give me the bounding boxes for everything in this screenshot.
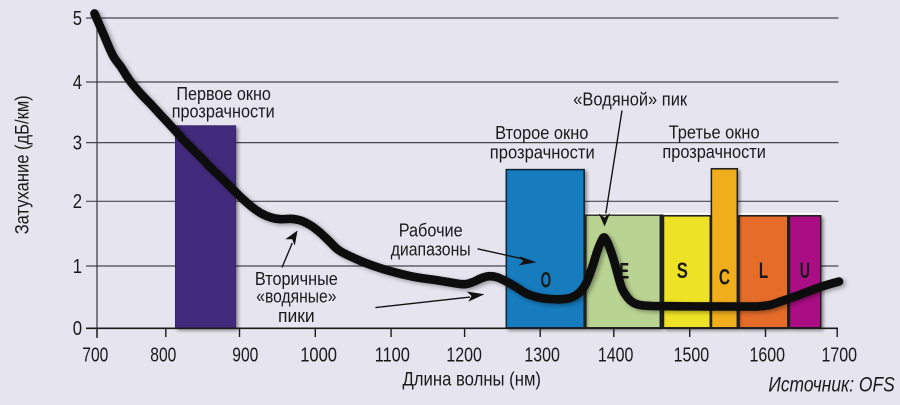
svg-text:диапазоны: диапазоны <box>391 239 471 259</box>
svg-text:Второе окно: Второе окно <box>495 123 588 143</box>
svg-text:0: 0 <box>73 318 82 340</box>
svg-text:U: U <box>800 258 810 283</box>
svg-text:Длина волны (нм): Длина волны (нм) <box>403 369 542 390</box>
svg-text:900: 900 <box>232 345 258 367</box>
svg-text:1500: 1500 <box>674 345 710 367</box>
svg-text:5: 5 <box>73 8 82 30</box>
svg-text:700: 700 <box>82 345 108 367</box>
svg-text:3: 3 <box>73 133 82 155</box>
svg-text:L: L <box>759 258 768 283</box>
svg-text:Рабочие: Рабочие <box>399 221 463 241</box>
svg-text:Вторичные: Вторичные <box>255 269 338 289</box>
svg-text:1700: 1700 <box>822 345 858 367</box>
svg-text:1200: 1200 <box>446 345 482 367</box>
svg-text:прозрачности: прозрачности <box>490 142 595 162</box>
svg-text:Затухание (дБ/км): Затухание (дБ/км) <box>13 95 34 234</box>
svg-text:4: 4 <box>73 72 82 94</box>
svg-text:Источник: OFS: Источник: OFS <box>768 373 894 396</box>
svg-text:«Водяной» пик: «Водяной» пик <box>573 89 687 109</box>
svg-text:1000: 1000 <box>300 345 337 367</box>
svg-text:2: 2 <box>73 191 82 213</box>
svg-text:«водяные»: «водяные» <box>256 287 336 307</box>
svg-text:S: S <box>677 258 688 283</box>
svg-text:1100: 1100 <box>375 345 410 367</box>
svg-text:O: O <box>541 267 552 292</box>
svg-text:прозрачности: прозрачности <box>172 102 275 122</box>
svg-text:1: 1 <box>73 256 82 278</box>
svg-text:1300: 1300 <box>524 345 560 367</box>
svg-text:пики: пики <box>278 306 315 326</box>
svg-text:1600: 1600 <box>750 345 786 367</box>
svg-text:Первое окно: Первое окно <box>176 84 271 104</box>
svg-text:Третье окно: Третье окно <box>669 123 760 143</box>
svg-text:C: C <box>719 264 730 289</box>
svg-text:E: E <box>619 259 629 284</box>
svg-text:1400: 1400 <box>598 345 634 367</box>
svg-text:прозрачности: прозрачности <box>662 142 766 162</box>
svg-text:800: 800 <box>150 345 176 367</box>
